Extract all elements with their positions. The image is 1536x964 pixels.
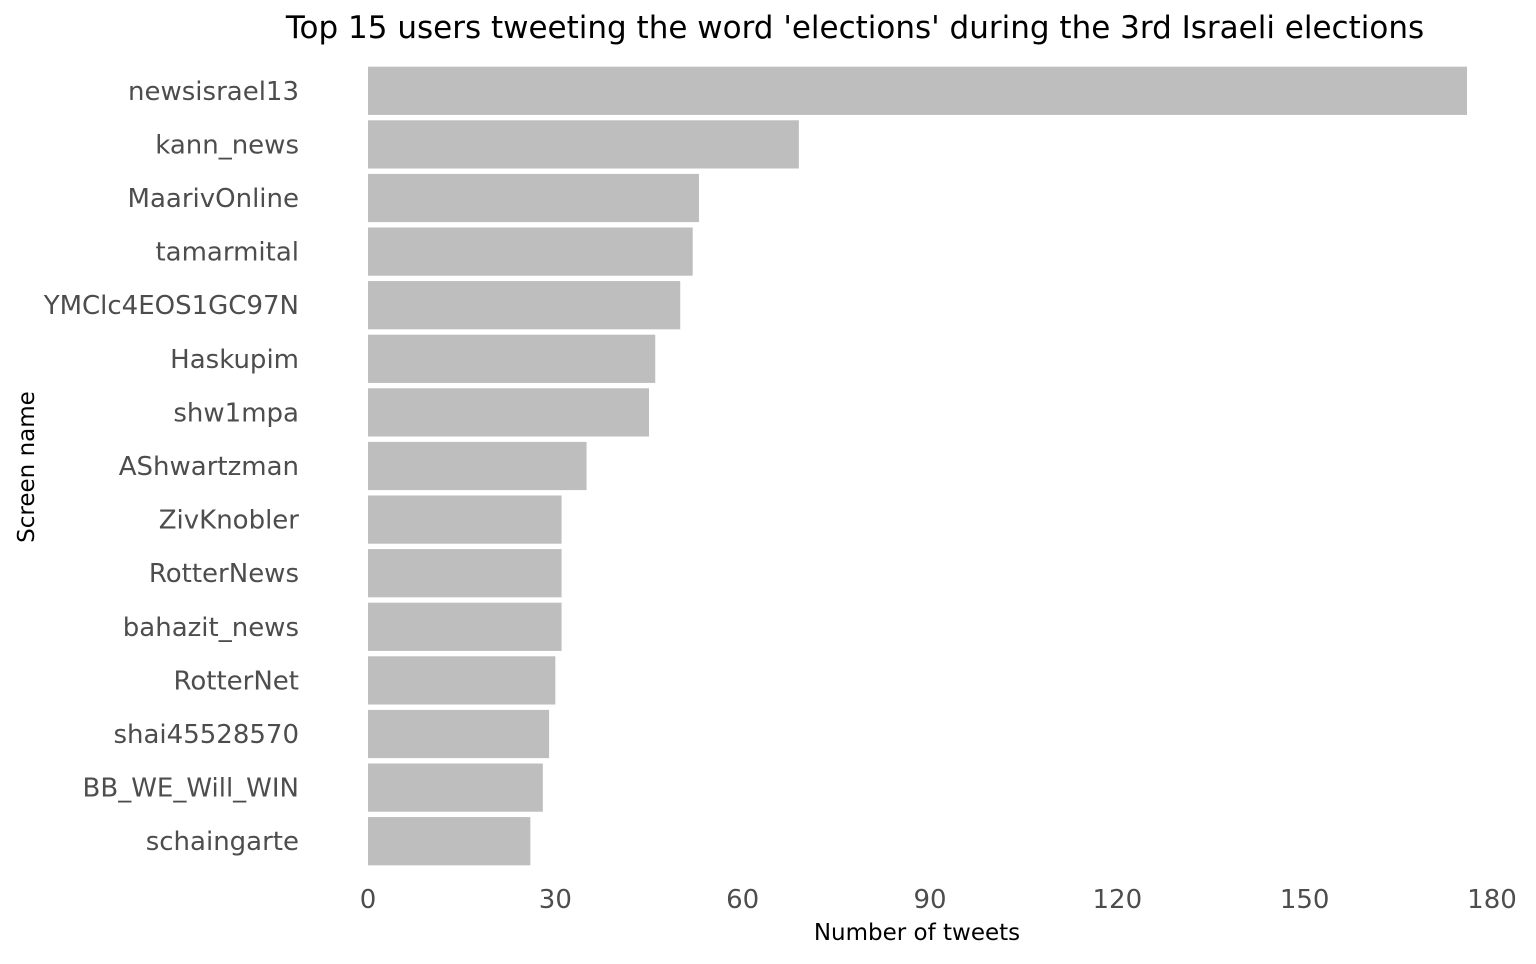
- y-tick-label: Haskupim: [170, 345, 299, 375]
- bar-YMClc4EOS1GC97N: [368, 281, 681, 330]
- bar-BB_WE_Will_WIN: [368, 763, 543, 812]
- y-tick-label: MaarivOnline: [128, 184, 299, 214]
- x-tick-label: 90: [913, 885, 946, 915]
- y-tick-label: YMClc4EOS1GC97N: [43, 291, 299, 321]
- y-tick-label: bahazit_news: [123, 613, 299, 643]
- x-tick-label: 120: [1093, 885, 1143, 915]
- x-tick-label: 30: [539, 885, 572, 915]
- x-tick-label: 60: [726, 885, 759, 915]
- bar-tamarmital: [368, 227, 693, 276]
- bar-ZivKnobler: [368, 495, 562, 544]
- bar-shai45528570: [368, 709, 550, 759]
- y-tick-label: shai45528570: [113, 720, 299, 750]
- y-tick-label: shw1mpa: [173, 398, 299, 428]
- x-axis-tick-labels: 0 30 60 90 120 150 180: [360, 885, 1517, 915]
- y-axis-title: Screen name: [14, 391, 40, 543]
- y-tick-label: RotterNet: [173, 666, 299, 696]
- bars-group: [368, 66, 1468, 866]
- y-tick-label: tamarmital: [155, 238, 299, 268]
- bar-bahazit_news: [368, 602, 562, 651]
- x-axis-title: Number of tweets: [814, 920, 1020, 946]
- x-tick-label: 180: [1467, 885, 1517, 915]
- chart-title: Top 15 users tweeting the word 'election…: [285, 10, 1424, 46]
- y-tick-label: kann_news: [155, 130, 299, 160]
- bar-Haskupim: [368, 334, 656, 383]
- bar-RotterNet: [368, 656, 556, 705]
- bar-schaingarte: [368, 817, 531, 866]
- bar-AShwartzman: [368, 441, 587, 491]
- y-tick-label: AShwartzman: [119, 452, 299, 482]
- y-tick-label: schaingarte: [146, 827, 299, 857]
- bar-MaarivOnline: [368, 173, 699, 223]
- x-tick-label: 0: [360, 885, 377, 915]
- bar-kann_news: [368, 120, 799, 169]
- bar-newsisrael13: [368, 66, 1468, 115]
- y-tick-label: RotterNews: [149, 559, 299, 589]
- bar-RotterNews: [368, 549, 562, 598]
- y-tick-label: newsisrael13: [128, 77, 299, 107]
- y-axis-tick-labels: newsisrael13 kann_news MaarivOnline tamarmi…: [43, 77, 300, 857]
- bar-shw1mpa: [368, 388, 649, 437]
- x-tick-label: 150: [1280, 885, 1330, 915]
- y-tick-label: ZivKnobler: [159, 506, 300, 536]
- y-tick-label: BB_WE_Will_WIN: [83, 774, 299, 804]
